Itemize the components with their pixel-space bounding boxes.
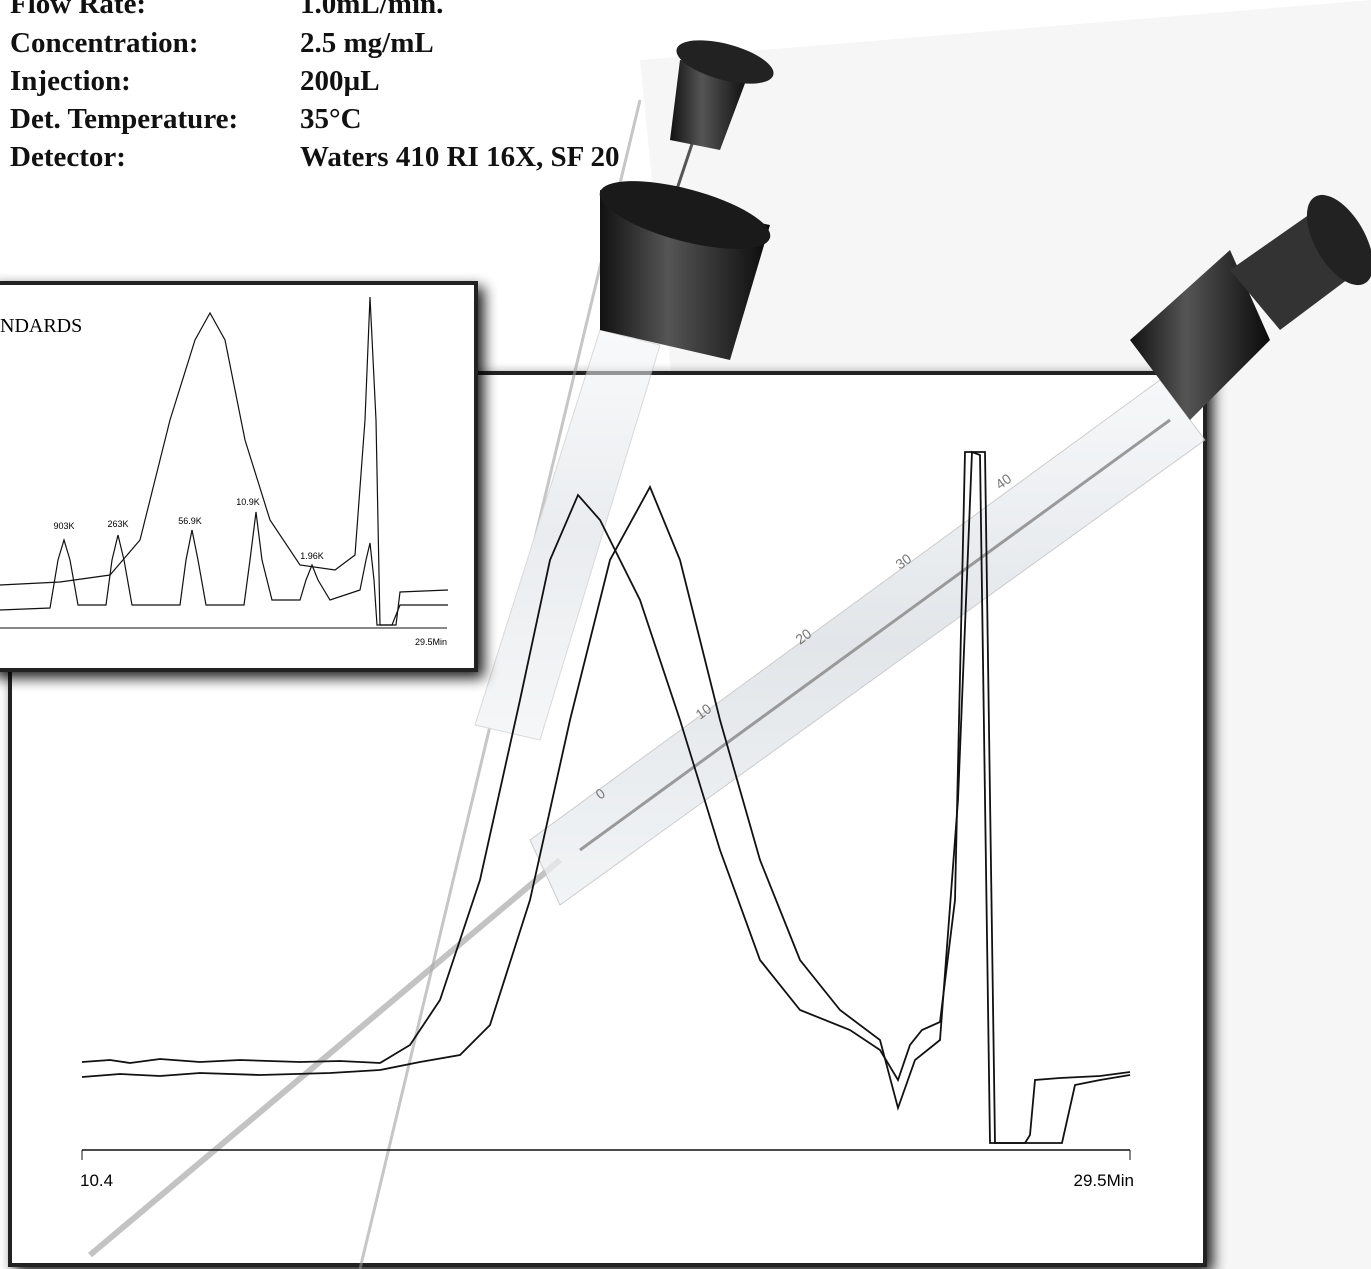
syringe-left-plunger [599,40,774,360]
axis-label: 29.5Min [415,637,447,647]
peak-label: 1.96K [300,551,324,561]
condition-value: Waters 410 RI 16X, SF 20 [300,141,620,173]
condition-label: Flow Rate: [10,0,147,20]
syringe-right: 0 10 20 30 40 [88,194,1371,1258]
condition-label: Injection: [10,65,131,97]
condition-value: 1.0mL/min. [300,0,444,20]
condition-label: Detector: [10,141,126,173]
condition-label: Concentration: [10,27,199,59]
peak-label: 903K [53,521,74,531]
syringe-left [358,99,661,1269]
trace [81,450,1131,1144]
inset-frame [0,281,478,672]
axis-label: 10.4 [80,1171,113,1190]
inset-title: NDARDS [0,315,82,337]
condition-value: 2.5 mg/mL [300,27,434,59]
peak-label: 56.9K [178,516,202,526]
condition-label: Det. Temperature: [10,103,239,135]
inset-trace [0,511,448,626]
inset-trace [0,296,449,626]
condition-value: 200µL [300,65,380,97]
peak-label: 263K [107,519,128,529]
condition-value: 35°C [300,103,362,135]
axis-label: 29.5Min [1074,1171,1134,1190]
peak-label: 10.9K [236,497,260,507]
